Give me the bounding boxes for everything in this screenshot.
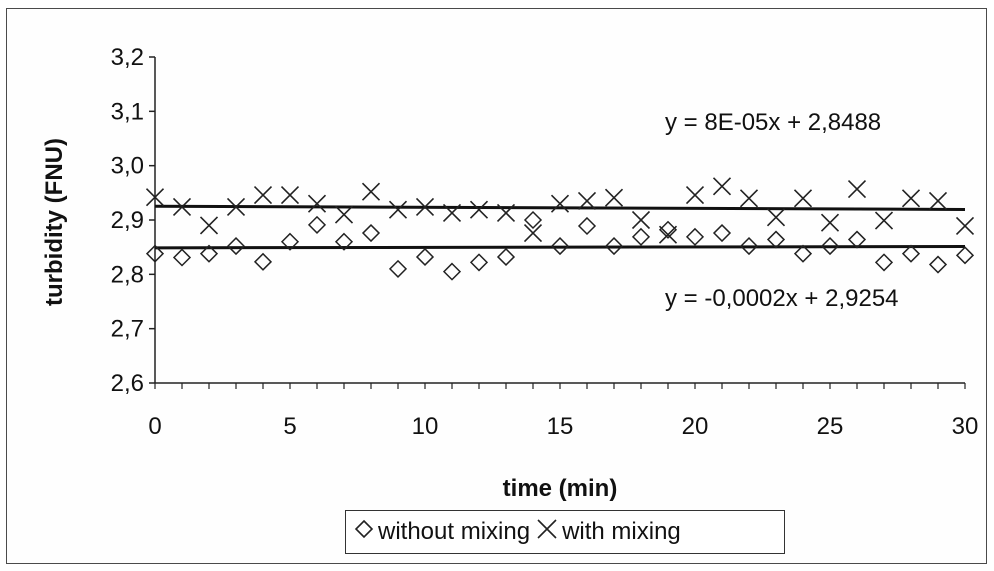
data-point-with-mixing <box>496 203 516 223</box>
x-axis-title: time (min) <box>503 475 618 502</box>
data-point-without-mixing <box>415 247 435 267</box>
data-point-without-mixing <box>901 244 921 263</box>
data-point-with-mixing <box>955 216 975 236</box>
data-point-without-mixing <box>334 232 354 251</box>
y-tick-label: 3,2 <box>111 44 144 71</box>
data-point-with-mixing <box>145 188 165 207</box>
data-point-with-mixing <box>226 197 246 217</box>
data-point-without-mixing <box>388 259 408 278</box>
data-point-without-mixing <box>874 253 894 272</box>
data-point-with-mixing <box>604 188 624 207</box>
data-point-with-mixing <box>685 185 705 205</box>
data-point-without-mixing <box>226 237 246 256</box>
trendline-equation-without-mixing: y = 8E-05x + 2,8488 <box>665 109 881 136</box>
data-point-without-mixing <box>631 227 651 246</box>
y-tick-label: 3,1 <box>111 98 144 125</box>
diamond-marker-icon <box>354 518 374 546</box>
x-tick-label: 15 <box>547 413 574 440</box>
trendline-equation-with-mixing: y = -0,0002x + 2,9254 <box>665 285 899 312</box>
y-tick-label: 2,9 <box>111 207 144 234</box>
x-tick-label: 0 <box>148 413 161 440</box>
data-point-with-mixing <box>766 208 786 227</box>
x-tick-label: 25 <box>817 413 844 440</box>
cross-marker-icon <box>536 518 558 547</box>
data-point-with-mixing <box>739 189 759 208</box>
data-point-with-mixing <box>172 197 192 217</box>
x-tick-label: 20 <box>682 413 709 440</box>
y-tick-label: 3,0 <box>111 153 144 180</box>
data-point-without-mixing <box>469 253 489 272</box>
data-point-with-mixing <box>793 189 813 208</box>
x-tick-label: 30 <box>952 413 979 440</box>
data-point-without-mixing <box>307 215 327 234</box>
legend-item-with-mixing: with mixing <box>536 518 681 547</box>
trendline-with-mixing <box>154 204 966 211</box>
data-point-without-mixing <box>658 220 678 239</box>
data-point-with-mixing <box>442 203 462 223</box>
data-point-without-mixing <box>847 230 867 249</box>
data-point-with-mixing <box>712 177 732 196</box>
chart-frame <box>6 8 987 564</box>
data-point-with-mixing <box>577 191 597 211</box>
legend-item-without-mixing: without mixing <box>354 518 530 546</box>
data-point-with-mixing <box>820 213 840 232</box>
x-tick-label: 5 <box>283 413 296 440</box>
data-point-without-mixing <box>523 210 543 230</box>
data-point-without-mixing <box>253 252 273 271</box>
data-point-with-mixing <box>199 216 219 235</box>
data-point-with-mixing <box>307 194 327 213</box>
data-point-with-mixing <box>658 225 678 244</box>
data-point-with-mixing <box>847 179 867 199</box>
data-point-with-mixing <box>631 210 651 230</box>
data-point-without-mixing <box>712 223 732 243</box>
data-point-without-mixing <box>766 230 786 249</box>
data-point-with-mixing <box>280 185 300 205</box>
data-point-with-mixing <box>550 194 570 213</box>
data-point-without-mixing <box>280 232 300 251</box>
data-point-without-mixing <box>793 244 813 263</box>
data-point-without-mixing <box>442 262 462 281</box>
y-axis-title: turbidity (FNU) <box>41 138 68 306</box>
data-point-without-mixing <box>199 244 219 263</box>
data-point-without-mixing <box>685 227 705 246</box>
data-point-with-mixing <box>901 189 921 208</box>
data-point-with-mixing <box>523 223 543 243</box>
data-point-without-mixing <box>145 244 165 263</box>
data-point-with-mixing <box>361 182 381 201</box>
data-point-with-mixing <box>874 211 894 230</box>
y-tick-label: 2,7 <box>111 316 144 343</box>
trendline-without-mixing <box>154 245 966 250</box>
data-point-with-mixing <box>388 200 408 219</box>
data-point-without-mixing <box>820 237 840 256</box>
x-tick-label: 10 <box>412 413 439 440</box>
data-point-without-mixing <box>172 248 192 267</box>
legend-label-without-mixing: without mixing <box>378 518 531 545</box>
data-point-without-mixing <box>577 216 597 236</box>
data-point-without-mixing <box>739 237 759 256</box>
chart-legend: without mixing with mixing <box>345 510 785 554</box>
legend-label-with-mixing: with mixing <box>562 518 681 545</box>
data-point-with-mixing <box>469 200 489 219</box>
data-point-with-mixing <box>334 205 354 224</box>
data-point-without-mixing <box>928 255 948 274</box>
data-point-without-mixing <box>550 237 570 256</box>
y-tick-label: 2,6 <box>111 370 144 397</box>
data-point-with-mixing <box>928 191 948 211</box>
data-point-with-mixing <box>253 185 273 205</box>
y-tick-label: 2,8 <box>111 261 144 288</box>
data-point-without-mixing <box>604 237 624 256</box>
data-point-without-mixing <box>361 223 381 243</box>
data-point-without-mixing <box>955 246 975 265</box>
data-point-with-mixing <box>415 197 435 217</box>
data-point-without-mixing <box>496 247 516 267</box>
